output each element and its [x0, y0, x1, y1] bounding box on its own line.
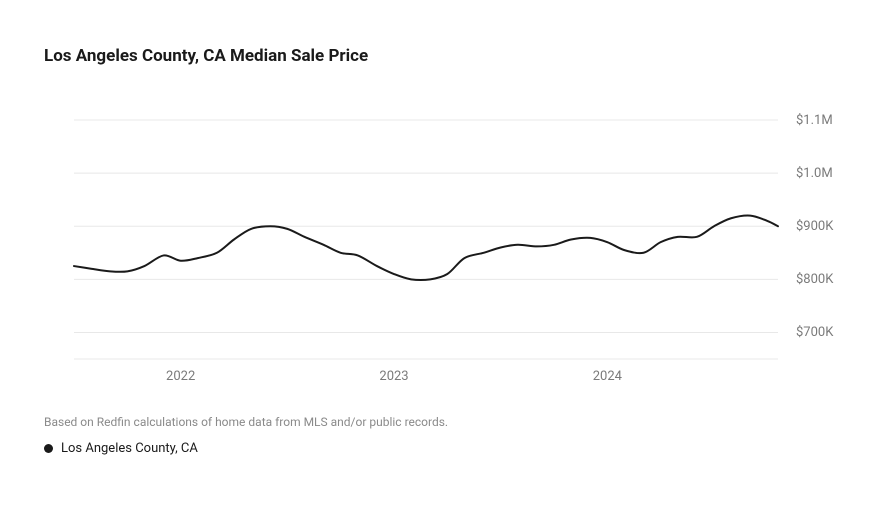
legend: Los Angeles County, CA [44, 441, 198, 456]
legend-dot-icon [44, 444, 53, 453]
x-axis-tick-label: 2023 [379, 369, 408, 384]
footer-note: Based on Redfin calculations of home dat… [44, 415, 448, 429]
plot-area [74, 120, 778, 359]
legend-label: Los Angeles County, CA [61, 441, 198, 456]
x-axis-tick-label: 2022 [166, 369, 195, 384]
series-line [74, 216, 778, 280]
chart-title: Los Angeles County, CA Median Sale Price [44, 46, 368, 66]
x-axis-tick-label: 2024 [593, 369, 622, 384]
y-axis-tick-label: $700K [796, 325, 833, 340]
y-axis-tick-label: $1.0M [796, 166, 833, 181]
line-chart-svg [74, 120, 778, 359]
y-axis-tick-label: $1.1M [796, 113, 833, 128]
y-axis-tick-label: $800K [796, 272, 833, 287]
y-axis-tick-label: $900K [796, 219, 833, 234]
